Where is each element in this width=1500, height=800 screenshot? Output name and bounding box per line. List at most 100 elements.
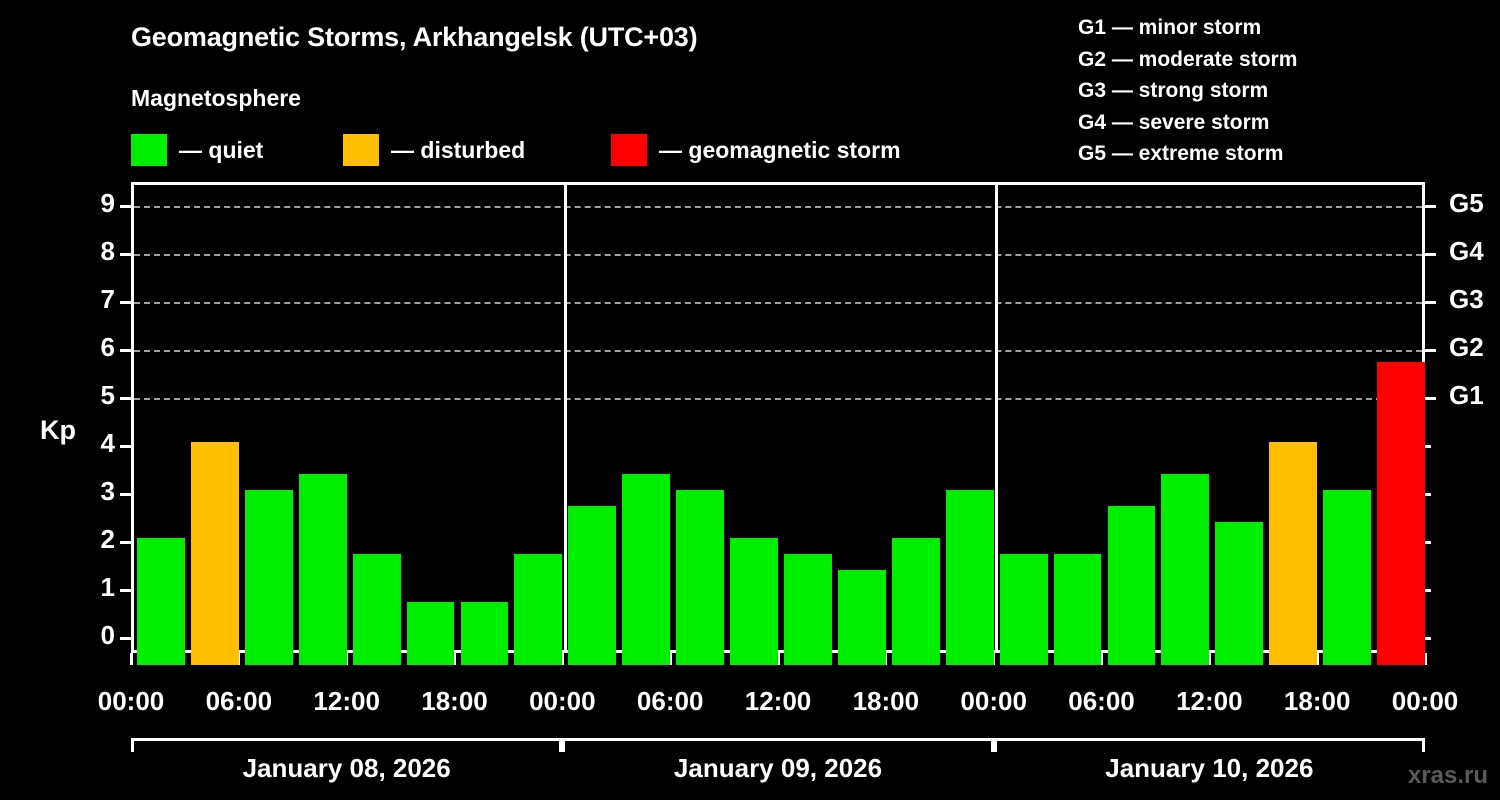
x-tick-mark <box>884 653 888 665</box>
g-minor-tick <box>1423 589 1431 592</box>
kp-bar <box>352 554 401 665</box>
x-tick-mark <box>668 653 672 665</box>
y-tick-mark <box>120 637 133 640</box>
g-legend-row: G4 — severe storm <box>1078 110 1270 134</box>
kp-bar <box>406 602 455 665</box>
kp-bar <box>784 554 832 665</box>
y-tick-mark <box>120 445 133 448</box>
gridline <box>134 398 1422 400</box>
legend-entry: — geomagnetic storm <box>611 133 901 167</box>
y-tick-label: 0 <box>100 620 115 650</box>
x-tick-label: 18:00 <box>852 686 920 716</box>
day-bracket <box>131 738 563 752</box>
day-bracket <box>562 738 994 752</box>
gridline <box>134 302 1422 304</box>
kp-bar <box>190 442 239 665</box>
kp-bar <box>730 538 778 665</box>
kp-bar <box>460 602 509 665</box>
kp-bar <box>676 490 725 665</box>
g-scale-legend: G1 — minor storm G2 — moderate storm G3 — … <box>1078 12 1297 170</box>
day-label: January 08, 2026 <box>242 753 451 783</box>
x-tick-mark <box>1207 653 1211 665</box>
g-legend-row: G3 — strong storm <box>1078 79 1269 102</box>
y-tick-mark <box>120 253 133 256</box>
y-tick-mark <box>120 301 133 304</box>
y-tick-label: 5 <box>100 380 115 410</box>
y-axis-label: Kp <box>40 415 76 445</box>
x-tick-label: 12:00 <box>1176 686 1243 716</box>
gridline <box>134 350 1422 352</box>
x-tick-label: 12:00 <box>744 686 812 716</box>
g-tick-mark <box>1423 397 1436 400</box>
kp-bar <box>298 473 347 665</box>
g-tick-label: G1 <box>1449 380 1484 410</box>
y-tick-mark <box>120 349 133 352</box>
y-tick-mark <box>120 205 133 208</box>
disturbed-swatch <box>343 134 379 166</box>
day-separator <box>563 185 567 650</box>
page-title: Geomagnetic Storms, Arkhangelsk (UTC+03) <box>131 22 698 52</box>
legend-entry: — disturbed <box>343 133 525 167</box>
x-tick-label: 06:00 <box>636 686 704 716</box>
g-tick-mark <box>1423 349 1436 352</box>
kp-bar <box>1269 442 1318 665</box>
gridline <box>134 254 1422 256</box>
g-tick-mark <box>1423 205 1436 208</box>
kp-bar <box>999 554 1048 665</box>
x-tick-mark <box>1423 653 1427 665</box>
legend-label: — disturbed <box>391 136 526 163</box>
x-tick-mark <box>453 653 456 665</box>
kp-bar <box>137 538 185 665</box>
g-legend-row: G5 — extreme storm <box>1078 142 1284 165</box>
x-tick-mark <box>345 653 349 665</box>
kp-bar <box>244 490 293 665</box>
storm-swatch <box>611 134 647 166</box>
y-tick-mark <box>120 493 133 496</box>
g-minor-tick <box>1423 541 1431 544</box>
g-tick-label: G5 <box>1449 188 1484 218</box>
g-tick-mark <box>1423 253 1436 256</box>
legend-label: — quiet <box>179 136 264 163</box>
y-tick-mark <box>120 541 133 544</box>
g-minor-tick <box>1423 445 1431 448</box>
kp-bar <box>1107 506 1156 665</box>
x-tick-mark <box>237 653 241 665</box>
x-tick-label: 00:00 <box>960 686 1027 716</box>
x-tick-mark <box>992 653 996 665</box>
legend-entry: — quiet <box>131 133 263 167</box>
y-tick-label: 4 <box>100 428 115 458</box>
y-tick-label: 9 <box>100 188 115 218</box>
gridline <box>134 206 1422 208</box>
g-minor-tick <box>1423 637 1431 640</box>
x-tick-label: 00:00 <box>1391 686 1459 716</box>
x-tick-label: 18:00 <box>421 686 488 716</box>
x-tick-mark <box>560 653 564 665</box>
g-tick-label: G2 <box>1449 332 1484 362</box>
g-legend-row: G2 — moderate storm <box>1078 47 1298 71</box>
y-tick-label: 6 <box>100 332 115 362</box>
g-legend-row: G1 — minor storm <box>1078 16 1262 39</box>
kp-bar <box>1377 362 1425 665</box>
kp-bar <box>568 506 617 665</box>
kp-bar <box>1323 490 1372 665</box>
kp-bar <box>837 569 886 665</box>
plot-area <box>131 182 1425 665</box>
x-tick-label: 12:00 <box>313 686 380 716</box>
legend-label: — geomagnetic storm <box>659 136 901 163</box>
g-tick-label: G3 <box>1449 284 1484 314</box>
x-tick-label: 00:00 <box>529 686 596 716</box>
y-tick-label: 8 <box>100 236 115 266</box>
x-tick-mark <box>1100 653 1103 665</box>
x-tick-label: 18:00 <box>1283 686 1351 716</box>
watermark: xras.ru <box>1407 762 1488 789</box>
x-tick-mark <box>1315 653 1319 665</box>
y-tick-mark <box>120 397 133 400</box>
y-tick-mark <box>120 589 133 592</box>
y-tick-label: 1 <box>100 572 115 602</box>
kp-bar <box>514 554 563 665</box>
kp-bar <box>1161 473 1210 665</box>
x-tick-mark <box>776 653 780 665</box>
y-tick-label: 3 <box>100 476 115 506</box>
day-separator <box>995 185 999 650</box>
